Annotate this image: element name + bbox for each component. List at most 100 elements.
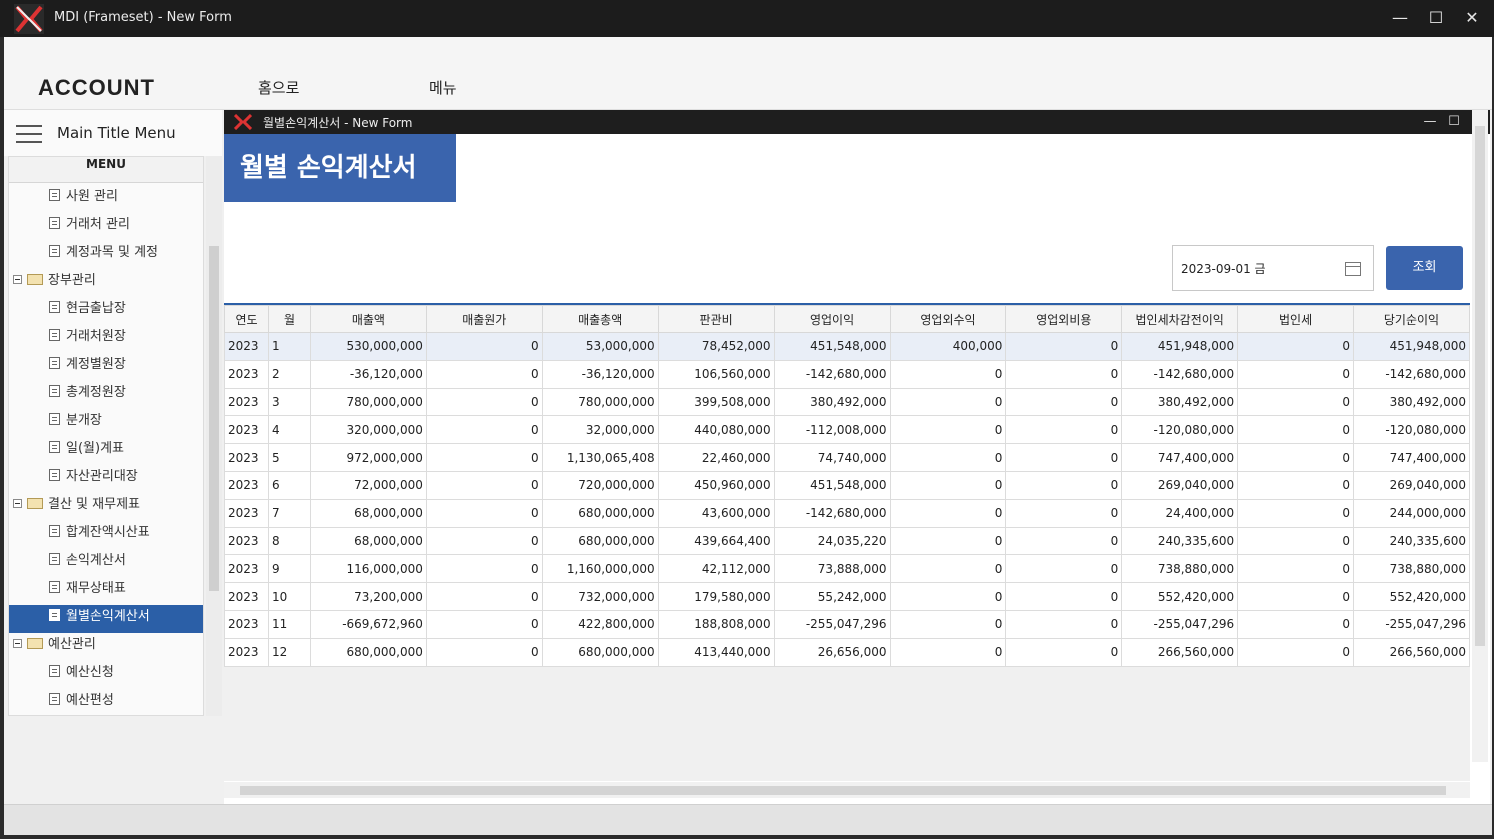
table-cell[interactable]: 24,035,220 [773,526,891,556]
table-cell[interactable]: -255,047,296 [1352,609,1470,639]
table-cell[interactable]: 7 [267,498,311,528]
table-cell[interactable]: 738,880,000 [1121,554,1239,584]
table-cell[interactable]: 0 [1005,387,1123,417]
table-cell[interactable]: 55,242,000 [773,582,891,611]
tree-item[interactable]: 일(월)계표 [9,437,203,465]
table-cell[interactable]: 43,600,000 [657,498,775,528]
tree-item[interactable]: 계정과목 및 계정 [9,241,203,269]
table-cell[interactable]: 0 [425,554,543,584]
tree-item[interactable]: 월별손익계산서 [9,605,203,633]
table-row[interactable]: 2023 5 972,000,000 0 1,130,065,408 22,460,000… [224,443,1470,472]
table-cell[interactable]: 106,560,000 [657,359,775,389]
table-cell[interactable]: 32,000,000 [541,415,659,445]
scrollbar-thumb[interactable] [240,786,1446,795]
table-cell[interactable]: 73,888,000 [773,554,891,584]
search-button[interactable]: 조회 [1386,246,1463,290]
table-cell[interactable]: 2023 [224,609,269,639]
table-cell[interactable]: 74,740,000 [773,443,891,472]
table-cell[interactable]: 4 [267,415,311,445]
tree-item[interactable]: 분개장 [9,409,203,437]
tree-item[interactable]: 거래처원장 [9,325,203,353]
table-cell[interactable]: 320,000,000 [309,415,427,445]
table-cell[interactable]: 0 [1005,526,1123,556]
table-cell[interactable]: 552,420,000 [1352,582,1470,611]
tree-item[interactable]: 총계정원장 [9,381,203,409]
table-cell[interactable]: 0 [889,609,1007,639]
table-cell[interactable]: 0 [889,637,1007,667]
collapse-icon[interactable] [13,275,22,284]
table-cell[interactable]: 2 [267,359,311,389]
table-cell[interactable]: 450,960,000 [657,470,775,500]
table-cell[interactable]: 451,548,000 [773,332,891,361]
table-cell[interactable]: 240,335,600 [1121,526,1239,556]
table-cell[interactable]: 0 [1237,443,1354,472]
table-row[interactable]: 2023 10 73,200,000 0 732,000,000 179,580,000 5… [224,582,1470,611]
table-cell[interactable]: 266,560,000 [1121,637,1239,667]
table-cell[interactable]: 2023 [224,498,269,528]
table-cell[interactable]: 72,000,000 [309,470,427,500]
table-cell[interactable]: 0 [425,332,543,361]
table-cell[interactable]: 399,508,000 [657,387,775,417]
table-cell[interactable]: 269,040,000 [1352,470,1470,500]
table-cell[interactable]: 680,000,000 [541,526,659,556]
table-cell[interactable]: 2023 [224,470,269,500]
sidebar-scrollbar[interactable] [206,156,222,716]
tree-item[interactable]: 계정별원장 [9,353,203,381]
table-cell[interactable]: 0 [1237,637,1354,667]
table-cell[interactable]: 0 [1005,470,1123,500]
table-cell[interactable]: 1 [267,332,311,361]
table-row[interactable]: 2023 2 -36,120,000 0 -36,120,000 106,560,000-… [224,359,1470,389]
table-cell[interactable]: -36,120,000 [309,359,427,389]
column-header[interactable]: 매출원가 [425,305,543,333]
table-cell[interactable]: 6 [267,470,311,500]
tree-group[interactable]: 장부관리 [9,269,203,297]
table-cell[interactable]: 0 [425,470,543,500]
table-cell[interactable]: 0 [889,582,1007,611]
column-header[interactable]: 법인세 [1237,305,1354,333]
table-cell[interactable]: 0 [425,415,543,445]
table-cell[interactable]: 5 [267,443,311,472]
table-row[interactable]: 2023 6 72,000,000 0 720,000,000 450,960,000 45… [224,470,1470,500]
maximize-icon[interactable]: ☐ [1428,8,1444,27]
table-cell[interactable]: 0 [889,498,1007,528]
table-cell[interactable]: 0 [889,443,1007,472]
table-cell[interactable]: 720,000,000 [541,470,659,500]
date-picker[interactable]: 2023-09-01 금 [1172,245,1374,291]
table-cell[interactable]: 451,548,000 [773,470,891,500]
table-cell[interactable]: 12 [267,637,311,667]
table-cell[interactable]: 0 [889,526,1007,556]
table-cell[interactable]: 380,492,000 [773,387,891,417]
table-cell[interactable]: 400,000 [889,332,1007,361]
table-cell[interactable]: -120,080,000 [1352,415,1470,445]
table-cell[interactable]: 0 [1237,582,1354,611]
table-cell[interactable]: 0 [425,637,543,667]
table-cell[interactable]: -142,680,000 [1121,359,1239,389]
table-cell[interactable]: 0 [1005,637,1123,667]
grid-horizontal-scrollbar[interactable] [224,782,1470,798]
table-cell[interactable]: 0 [889,359,1007,389]
table-cell[interactable]: 0 [1237,554,1354,584]
table-cell[interactable]: 747,400,000 [1352,443,1470,472]
tree-item[interactable]: 재무상태표 [9,577,203,605]
table-cell[interactable]: 0 [425,609,543,639]
table-row[interactable]: 2023 11 -669,672,960 0 422,800,000 188,808,00… [224,609,1470,639]
table-cell[interactable]: 380,492,000 [1352,387,1470,417]
tree-item[interactable]: 예산신청 [9,661,203,689]
table-row[interactable]: 2023 3 780,000,000 0 780,000,000 399,508,000 3… [224,387,1470,417]
table-cell[interactable]: 0 [1237,526,1354,556]
table-cell[interactable]: 413,440,000 [657,637,775,667]
table-cell[interactable]: 269,040,000 [1121,470,1239,500]
table-cell[interactable]: 0 [1005,443,1123,472]
hamburger-icon[interactable] [16,125,42,143]
column-header[interactable]: 연도 [224,305,269,333]
tree-item[interactable]: 사원 관리 [9,185,203,213]
table-cell[interactable]: 0 [1237,609,1354,639]
table-cell[interactable]: 3 [267,387,311,417]
column-header[interactable]: 영업외비용 [1005,305,1123,333]
table-cell[interactable]: 0 [425,582,543,611]
table-cell[interactable]: 0 [1005,554,1123,584]
table-cell[interactable]: -142,680,000 [1352,359,1470,389]
minimize-icon[interactable]: — [1392,8,1408,27]
table-cell[interactable]: -142,680,000 [773,498,891,528]
table-cell[interactable]: -36,120,000 [541,359,659,389]
